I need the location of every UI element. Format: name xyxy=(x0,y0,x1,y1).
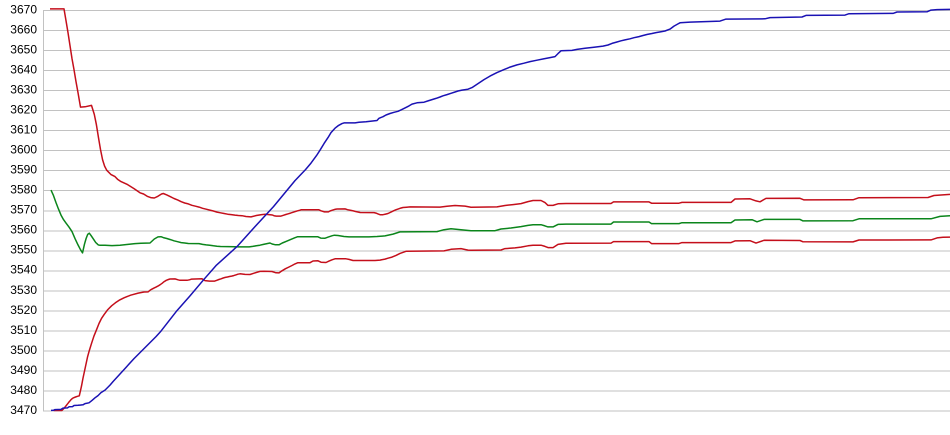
svg-text:3520: 3520 xyxy=(10,303,37,317)
svg-text:3630: 3630 xyxy=(10,83,37,97)
svg-text:3600: 3600 xyxy=(10,143,37,157)
svg-text:3670: 3670 xyxy=(10,2,37,16)
svg-text:3480: 3480 xyxy=(10,383,37,397)
svg-text:3540: 3540 xyxy=(10,263,37,277)
svg-text:3470: 3470 xyxy=(10,403,37,417)
svg-text:3650: 3650 xyxy=(10,42,37,56)
svg-text:3490: 3490 xyxy=(10,363,37,377)
svg-text:3510: 3510 xyxy=(10,323,37,337)
svg-text:3590: 3590 xyxy=(10,163,37,177)
svg-text:3500: 3500 xyxy=(10,343,37,357)
svg-text:3550: 3550 xyxy=(10,243,37,257)
svg-text:3580: 3580 xyxy=(10,183,37,197)
svg-text:3610: 3610 xyxy=(10,123,37,137)
svg-text:3660: 3660 xyxy=(10,22,37,36)
svg-text:3530: 3530 xyxy=(10,283,37,297)
svg-text:3620: 3620 xyxy=(10,103,37,117)
svg-text:3570: 3570 xyxy=(10,203,37,217)
svg-text:3640: 3640 xyxy=(10,62,37,76)
svg-text:3560: 3560 xyxy=(10,223,37,237)
